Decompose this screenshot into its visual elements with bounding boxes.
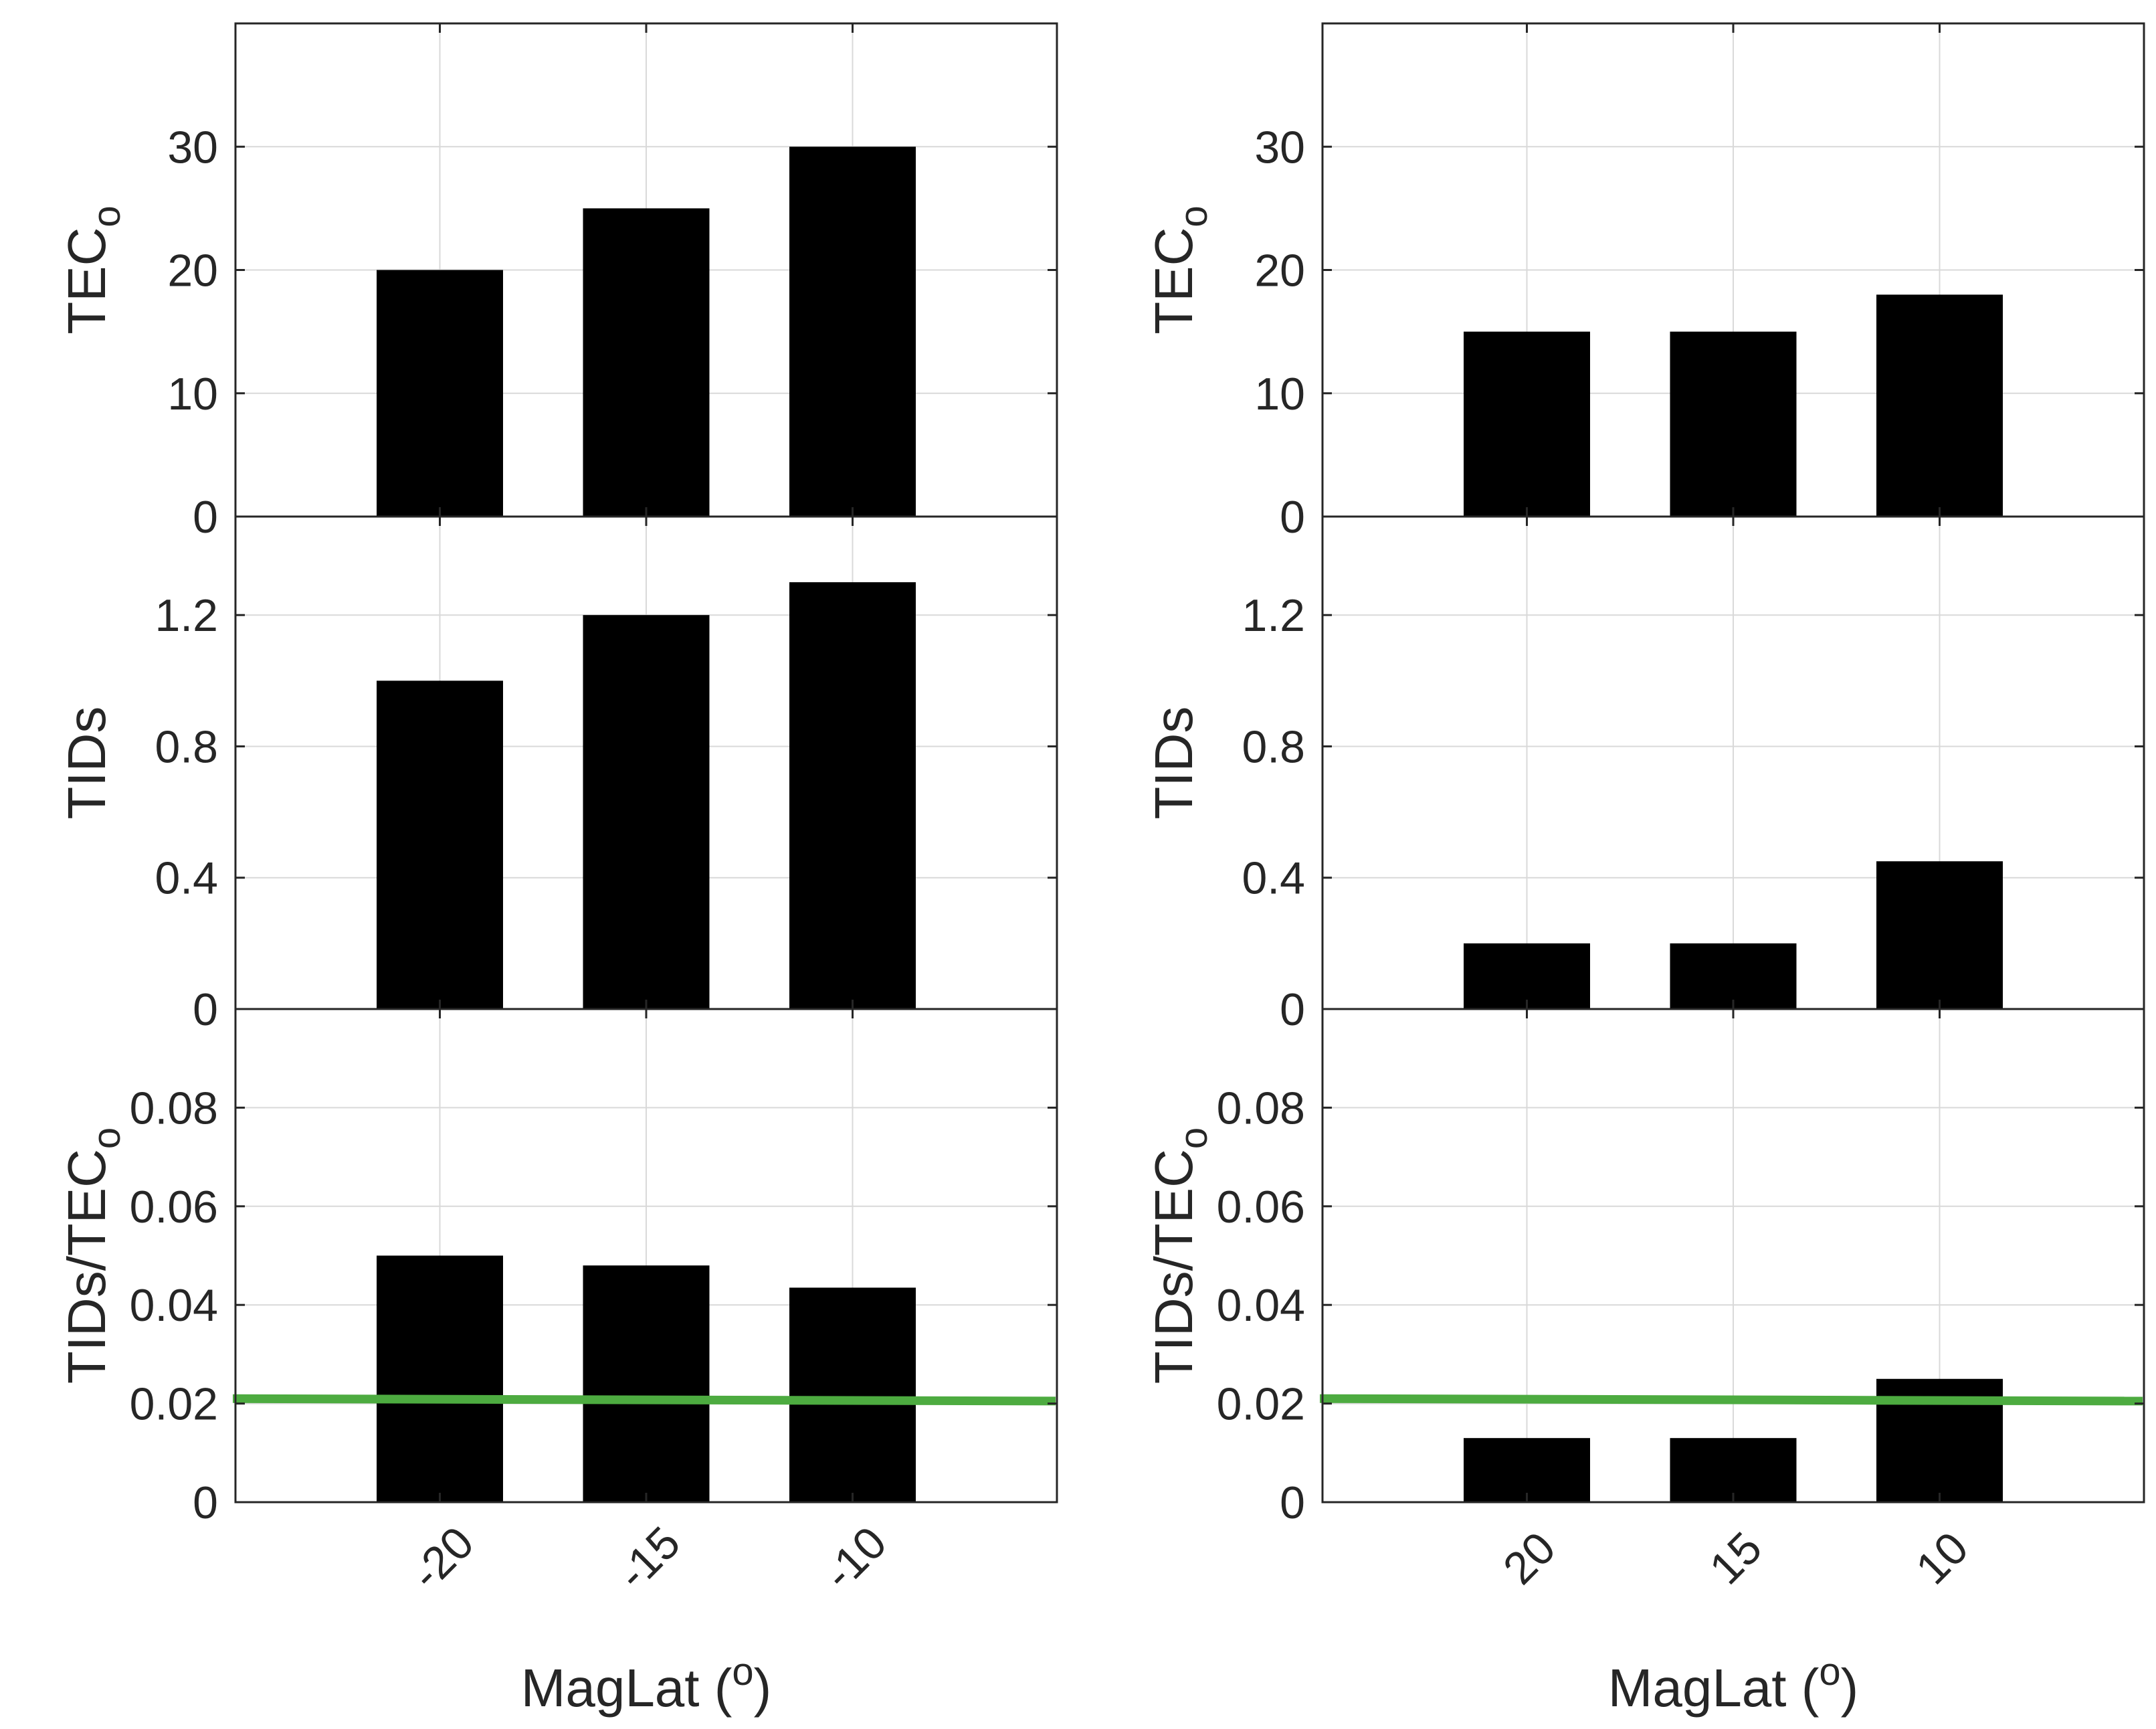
y-axis-label-main: TEC (1144, 227, 1203, 335)
bar--10 (789, 1287, 916, 1502)
bar-10 (1876, 294, 2003, 517)
x-axis-label-close: ) (754, 1658, 772, 1718)
bar--15 (583, 1265, 710, 1502)
panel-left-top: 0 10 20 30 TECo (57, 22, 1058, 543)
x-axis-label-close: ) (1841, 1658, 1859, 1718)
y-tick-label: 0.04 (130, 1280, 218, 1331)
bar--10 (789, 582, 916, 1009)
y-tick-label: 20 (1254, 246, 1305, 296)
y-tick-label: 0.02 (130, 1379, 218, 1430)
y-tick-label: 0.4 (1242, 853, 1305, 904)
y-tick-label: 20 (167, 246, 218, 296)
y-tick-label: 0.4 (155, 853, 218, 904)
y-axis-label: TIDs/TECo (1144, 1127, 1215, 1384)
bar-15 (1670, 331, 1797, 517)
y-tick-label: 0 (1280, 492, 1305, 543)
x-axis-label-main: MagLat ( (1608, 1658, 1820, 1718)
y-tick-label: 0.04 (1217, 1280, 1305, 1331)
panel-right-middle: 0 0.4 0.8 1.2 TIDs (1144, 515, 2145, 1035)
y-tick-label: 0 (193, 1477, 218, 1528)
y-tick-label: 0.08 (1217, 1083, 1305, 1133)
y-tick-label: 30 (1254, 122, 1305, 173)
bar-20 (1464, 331, 1590, 517)
y-tick-label: 0.06 (130, 1182, 218, 1233)
y-axis-label: TECo (1144, 205, 1215, 334)
y-tick-label: 0.8 (155, 721, 218, 772)
y-axis-label-main: TIDs (1144, 707, 1203, 820)
y-axis-label: TIDs (57, 707, 116, 820)
y-axis-label-subscript: o (85, 205, 128, 227)
bar-20 (1464, 943, 1590, 1009)
y-tick-label: 0 (193, 492, 218, 543)
x-tick-label: 10 (1906, 1522, 1978, 1594)
y-axis-label: TIDs (1144, 707, 1203, 820)
threshold-line (1319, 1394, 2143, 1406)
bar--20 (377, 680, 503, 1009)
x-tick-label: -10 (814, 1517, 896, 1599)
y-axis-label: TIDs/TECo (57, 1127, 128, 1384)
bar-20 (1464, 1438, 1590, 1502)
bar--15 (583, 615, 710, 1009)
y-axis-label-subscript: o (1172, 1127, 1215, 1149)
bar-15 (1670, 943, 1797, 1009)
x-axis-label-superscript: o (1819, 1650, 1840, 1694)
bar-15 (1670, 1438, 1797, 1502)
y-tick-label: 10 (167, 369, 218, 420)
y-tick-label: 0 (193, 984, 218, 1035)
y-tick-label: 10 (1254, 369, 1305, 420)
y-axis-label-main: TEC (57, 227, 116, 335)
x-tick-label: 20 (1494, 1522, 1565, 1594)
panel-left-middle: 0 0.4 0.8 1.2 TIDs (57, 515, 1058, 1035)
x-tick-label: 15 (1700, 1522, 1771, 1594)
y-tick-label: 0 (1280, 984, 1305, 1035)
bar--15 (583, 208, 710, 517)
y-axis-label: TECo (57, 205, 128, 334)
y-axis-label-subscript: o (1172, 205, 1215, 227)
x-axis-label-superscript: o (732, 1650, 753, 1694)
x-tick-label: -15 (607, 1517, 690, 1599)
x-axis-label: MagLat (o) (521, 1650, 772, 1718)
y-tick-label: 30 (167, 122, 218, 173)
bar--10 (789, 147, 916, 517)
panel-right-top: 0 10 20 30 TECo (1144, 22, 2145, 543)
y-tick-label: 0.08 (130, 1083, 218, 1133)
x-axis-label: MagLat (o) (1608, 1650, 1859, 1718)
x-tick-label: -20 (401, 1517, 484, 1599)
y-tick-label: 0.02 (1217, 1379, 1305, 1430)
x-axis-label-main: MagLat ( (521, 1658, 732, 1718)
y-tick-label: 1.2 (155, 590, 218, 641)
y-tick-label: 0 (1280, 1477, 1305, 1528)
y-tick-label: 0.8 (1242, 721, 1305, 772)
bar--20 (377, 1255, 503, 1502)
y-tick-label: 1.2 (1242, 590, 1305, 641)
y-axis-label-main: TIDs (57, 707, 116, 820)
threshold-line (232, 1394, 1056, 1406)
bar--20 (377, 270, 503, 517)
y-axis-label-main: TIDs/TEC (57, 1149, 116, 1384)
bar-10 (1876, 861, 2003, 1009)
y-tick-label: 0.06 (1217, 1182, 1305, 1233)
y-axis-label-subscript: o (85, 1127, 128, 1149)
y-axis-label-main: TIDs/TEC (1144, 1149, 1203, 1384)
